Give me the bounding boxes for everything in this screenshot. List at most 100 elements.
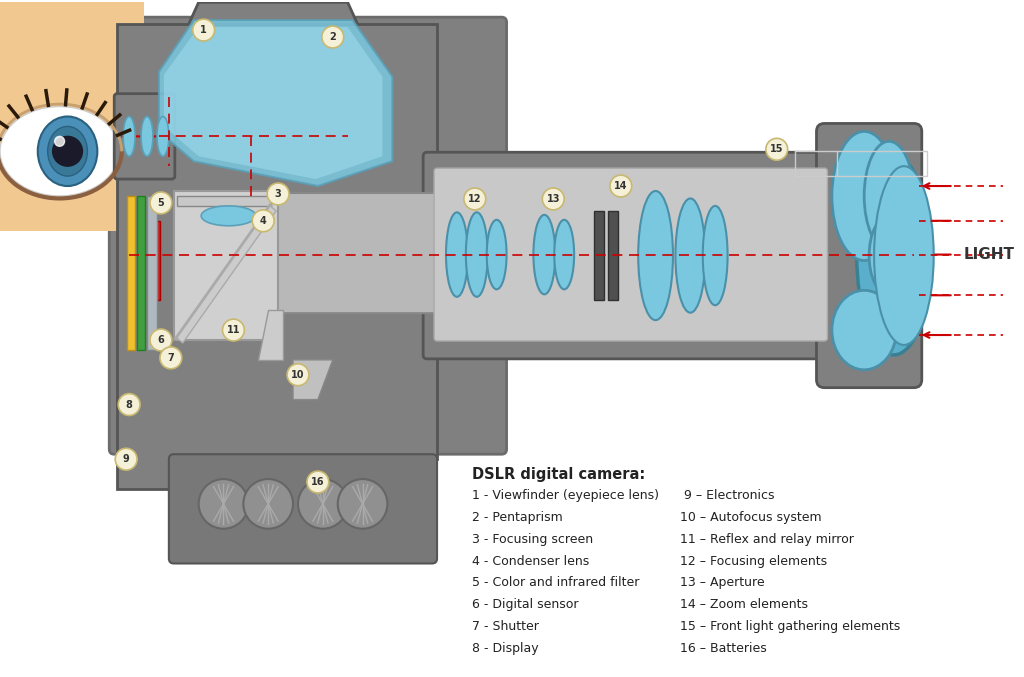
Text: 2: 2 xyxy=(330,32,336,42)
Ellipse shape xyxy=(864,141,913,250)
Text: 14: 14 xyxy=(614,181,628,191)
Circle shape xyxy=(338,479,387,529)
Polygon shape xyxy=(188,2,357,24)
Polygon shape xyxy=(174,191,279,340)
Circle shape xyxy=(54,136,65,146)
Text: 5: 5 xyxy=(158,198,164,208)
Text: 11: 11 xyxy=(226,325,241,335)
Text: 12 – Focusing elements: 12 – Focusing elements xyxy=(680,554,827,567)
Circle shape xyxy=(199,479,249,529)
Text: DSLR digital camera:: DSLR digital camera: xyxy=(472,467,645,482)
Text: 12: 12 xyxy=(468,194,481,204)
Polygon shape xyxy=(293,360,333,399)
FancyBboxPatch shape xyxy=(265,193,445,313)
FancyBboxPatch shape xyxy=(169,454,437,563)
Ellipse shape xyxy=(831,290,896,370)
Circle shape xyxy=(150,192,172,214)
Circle shape xyxy=(464,188,485,210)
Text: 3 - Focusing screen: 3 - Focusing screen xyxy=(472,533,593,546)
Ellipse shape xyxy=(157,116,169,156)
Text: 7 - Shutter: 7 - Shutter xyxy=(472,620,539,633)
Text: 13: 13 xyxy=(547,194,560,204)
Circle shape xyxy=(244,479,293,529)
Polygon shape xyxy=(258,310,283,360)
Ellipse shape xyxy=(446,213,468,297)
Circle shape xyxy=(193,19,215,41)
Ellipse shape xyxy=(48,127,87,176)
Text: LIGHT: LIGHT xyxy=(964,247,1015,262)
Ellipse shape xyxy=(201,206,256,225)
Text: 11 – Reflex and relay mirror: 11 – Reflex and relay mirror xyxy=(680,533,854,546)
Circle shape xyxy=(610,175,632,197)
Ellipse shape xyxy=(638,191,673,320)
Circle shape xyxy=(116,448,137,470)
Bar xyxy=(154,221,160,301)
Text: 2 - Pentaprism: 2 - Pentaprism xyxy=(472,511,562,524)
Ellipse shape xyxy=(857,156,931,355)
Text: 4 - Condenser lens: 4 - Condenser lens xyxy=(472,554,589,567)
FancyBboxPatch shape xyxy=(110,17,507,454)
Circle shape xyxy=(766,138,787,160)
Circle shape xyxy=(267,183,289,205)
Ellipse shape xyxy=(676,198,706,313)
Circle shape xyxy=(307,471,329,493)
Bar xyxy=(127,196,135,350)
Text: 5 - Color and infrared filter: 5 - Color and infrared filter xyxy=(472,576,639,590)
Circle shape xyxy=(118,393,140,416)
Bar xyxy=(177,196,271,206)
Text: 4: 4 xyxy=(260,216,266,226)
Text: 8 - Display: 8 - Display xyxy=(472,642,539,655)
Text: 16 – Batteries: 16 – Batteries xyxy=(680,642,767,655)
Ellipse shape xyxy=(141,116,153,156)
Text: 10: 10 xyxy=(291,370,305,380)
Text: 1: 1 xyxy=(201,25,207,35)
Ellipse shape xyxy=(702,206,728,305)
Circle shape xyxy=(150,329,172,351)
Ellipse shape xyxy=(874,166,934,345)
Ellipse shape xyxy=(831,131,896,261)
Text: 14 – Zoom elements: 14 – Zoom elements xyxy=(680,598,808,611)
Polygon shape xyxy=(117,24,437,489)
Text: 16: 16 xyxy=(311,477,325,487)
Text: 6 - Digital sensor: 6 - Digital sensor xyxy=(472,598,579,611)
Ellipse shape xyxy=(38,116,97,186)
Polygon shape xyxy=(164,27,382,179)
Circle shape xyxy=(298,479,348,529)
Bar xyxy=(838,151,927,176)
FancyBboxPatch shape xyxy=(816,123,922,388)
Text: 15: 15 xyxy=(770,144,783,154)
Bar xyxy=(147,196,157,350)
Text: 15 – Front light gathering elements: 15 – Front light gathering elements xyxy=(680,620,901,633)
FancyBboxPatch shape xyxy=(423,152,858,359)
Ellipse shape xyxy=(0,106,119,196)
Circle shape xyxy=(543,188,564,210)
Ellipse shape xyxy=(486,220,507,289)
Circle shape xyxy=(287,364,309,386)
Polygon shape xyxy=(177,206,276,343)
Ellipse shape xyxy=(869,216,909,295)
Text: 9 – Electronics: 9 – Electronics xyxy=(680,489,775,502)
Bar xyxy=(608,211,617,301)
Text: 13 – Aperture: 13 – Aperture xyxy=(680,576,765,590)
Text: 6: 6 xyxy=(158,335,164,345)
Text: 10 – Autofocus system: 10 – Autofocus system xyxy=(680,511,822,524)
Circle shape xyxy=(322,26,344,48)
Ellipse shape xyxy=(554,220,574,289)
Circle shape xyxy=(252,210,274,232)
Circle shape xyxy=(160,347,182,369)
Ellipse shape xyxy=(123,116,135,156)
Bar xyxy=(594,211,604,301)
Polygon shape xyxy=(0,2,144,231)
FancyBboxPatch shape xyxy=(434,168,827,341)
Text: 8: 8 xyxy=(126,399,132,410)
Text: 7: 7 xyxy=(168,353,174,363)
Text: 9: 9 xyxy=(123,454,129,464)
FancyBboxPatch shape xyxy=(115,93,175,179)
Text: 3: 3 xyxy=(274,189,282,199)
Polygon shape xyxy=(159,20,392,186)
Circle shape xyxy=(52,136,83,166)
Bar xyxy=(137,196,145,350)
Text: 1 - Viewfinder (eyepiece lens): 1 - Viewfinder (eyepiece lens) xyxy=(472,489,658,502)
Circle shape xyxy=(222,319,245,341)
Ellipse shape xyxy=(466,213,487,297)
